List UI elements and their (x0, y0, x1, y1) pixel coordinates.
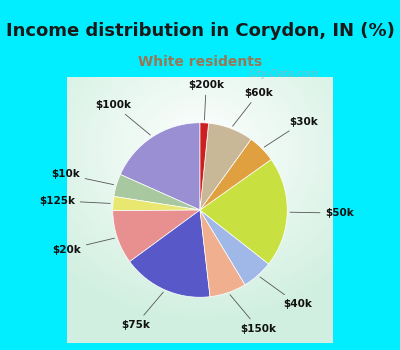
Text: $75k: $75k (121, 292, 163, 330)
Text: Income distribution in Corydon, IN (%): Income distribution in Corydon, IN (%) (6, 22, 394, 40)
Wedge shape (200, 139, 271, 210)
Wedge shape (114, 174, 200, 210)
Text: $30k: $30k (264, 117, 318, 147)
Text: $40k: $40k (260, 277, 312, 309)
Wedge shape (200, 160, 287, 264)
Wedge shape (200, 123, 208, 210)
Text: White residents: White residents (138, 55, 262, 69)
Wedge shape (200, 210, 268, 285)
Wedge shape (130, 210, 210, 297)
Wedge shape (200, 123, 251, 210)
Wedge shape (200, 210, 245, 297)
Text: $10k: $10k (51, 169, 114, 185)
Wedge shape (120, 123, 200, 210)
Text: $150k: $150k (230, 295, 276, 334)
Text: $125k: $125k (39, 196, 110, 206)
Text: City-Data.com: City-Data.com (248, 69, 318, 79)
Text: $100k: $100k (96, 100, 150, 135)
Text: $200k: $200k (188, 79, 224, 120)
Text: $50k: $50k (290, 208, 354, 218)
Text: $20k: $20k (52, 238, 114, 254)
Wedge shape (113, 196, 200, 211)
Wedge shape (113, 210, 200, 262)
Text: $60k: $60k (232, 88, 273, 126)
